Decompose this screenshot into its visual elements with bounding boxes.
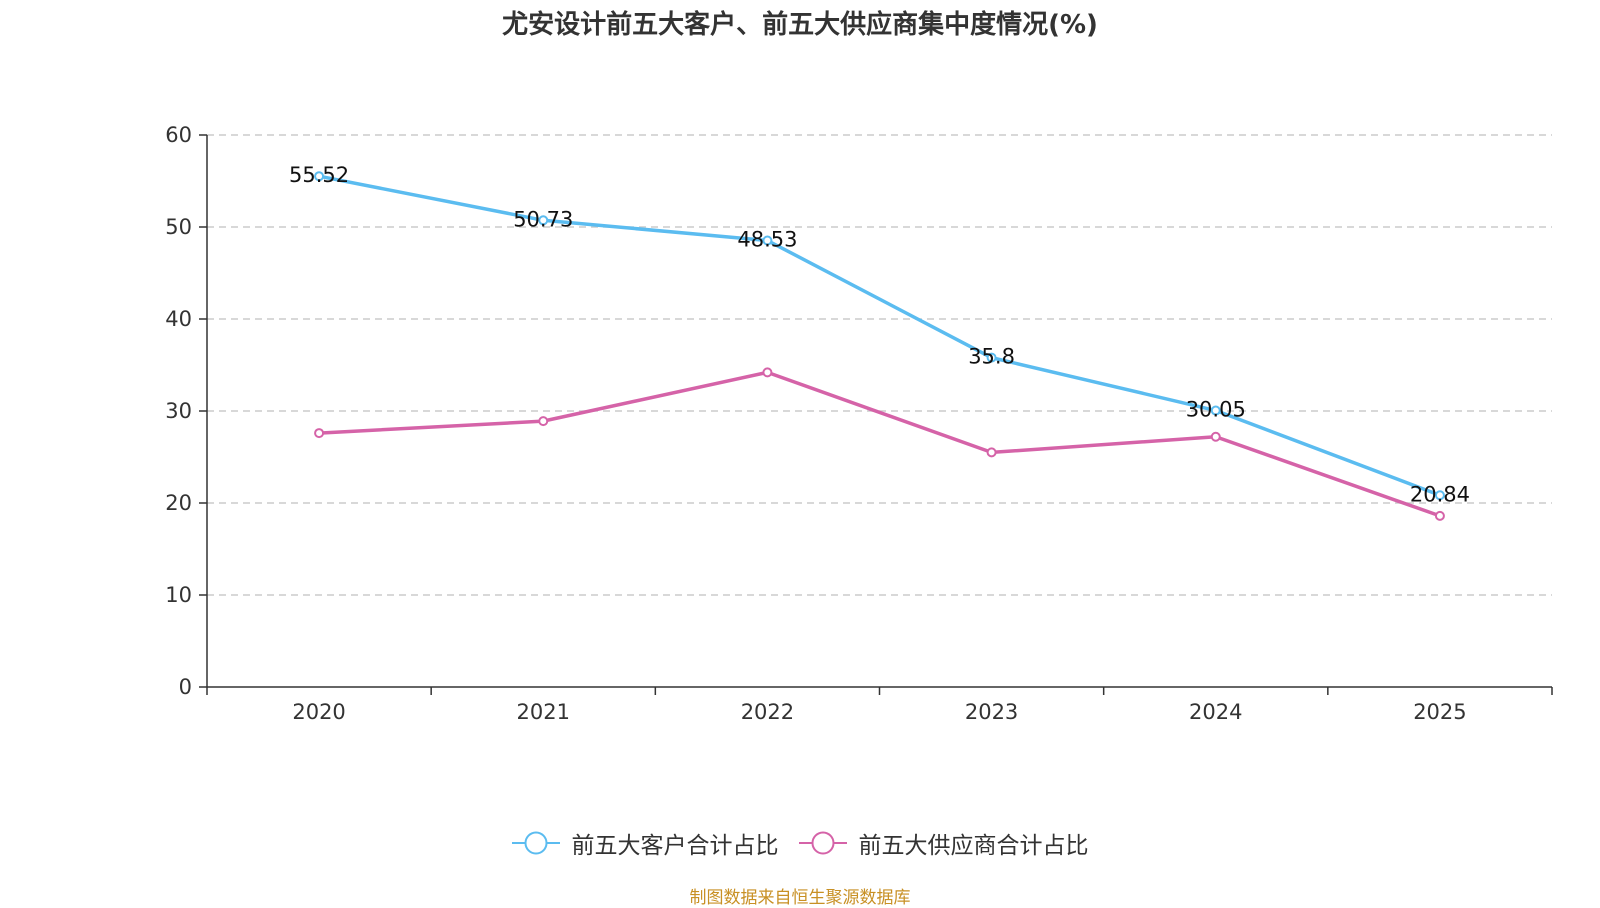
series-0-point-2023: [986, 352, 997, 363]
legend-marker-suppliers: [798, 831, 847, 855]
series-1-point-2020: [314, 428, 325, 439]
series-1-point-2024: [1210, 431, 1221, 442]
series-lines: [314, 171, 1445, 521]
data-label-2022: 48.53: [737, 228, 797, 252]
chart-title: 尤安设计前五大客户、前五大供应商集中度情况(%): [502, 10, 1098, 40]
y-tick-label-0: 0: [179, 675, 192, 699]
legend-circle-customers: [524, 831, 547, 855]
series-0-point-2021: [538, 215, 549, 226]
legend: 前五大客户合计占比 前五大供应商合计占比: [0, 826, 1600, 860]
y-tick-label-30: 30: [165, 399, 192, 423]
series-line-1: [318, 370, 1441, 518]
series-0-point-2020: [314, 171, 325, 182]
x-tick-label-2025: 2025: [1413, 700, 1466, 724]
series-0-point-2024: [1210, 405, 1221, 416]
legend-marker-customers: [511, 831, 560, 855]
data-label-2023: 35.8: [968, 345, 1015, 369]
y-tick-label-50: 50: [165, 215, 192, 239]
series-0-point-2025: [1434, 490, 1445, 501]
x-tick-label-2022: 2022: [741, 700, 794, 724]
data-label-2020: 55.52: [289, 163, 349, 187]
data-label-2021: 50.73: [513, 207, 573, 231]
x-tick-label-2023: 2023: [965, 700, 1018, 724]
series-1-point-2021: [538, 416, 549, 427]
y-tick-label-40: 40: [165, 307, 192, 331]
source-note: 制图数据来自恒生聚源数据库: [689, 888, 911, 908]
data-label-2024: 30.05: [1186, 398, 1246, 422]
data-label-2025: 20.84: [1410, 482, 1470, 506]
series-line-0: [318, 174, 1441, 497]
series-0-point-2022: [762, 235, 773, 246]
series-1-point-2025: [1434, 510, 1445, 521]
data-labels: 55.52 50.73 48.53 35.8 30.05 20.84: [289, 163, 1470, 506]
y-tick-label-60: 60: [165, 123, 192, 147]
legend-label-suppliers: 前五大供应商合计占比: [858, 833, 1089, 859]
y-tick-label-10: 10: [165, 583, 192, 607]
x-tick-label-2021: 2021: [517, 700, 570, 724]
axes: 0 10 20 30 40 50 60 2020 2021 2022 2023 2024 2025: [165, 123, 1553, 724]
x-tick-label-2024: 2024: [1189, 700, 1242, 724]
legend-item-customers[interactable]: 前五大客户合计占比: [511, 826, 779, 860]
grid-lines: [207, 134, 1552, 596]
x-tick-label-2020: 2020: [292, 700, 345, 724]
series-1-point-2022: [762, 367, 773, 378]
legend-label-customers: 前五大客户合计占比: [571, 833, 779, 859]
series-1-point-2023: [986, 447, 997, 458]
y-tick-label-20: 20: [165, 491, 192, 515]
legend-circle-suppliers: [811, 831, 834, 855]
legend-item-suppliers[interactable]: 前五大供应商合计占比: [798, 826, 1089, 860]
